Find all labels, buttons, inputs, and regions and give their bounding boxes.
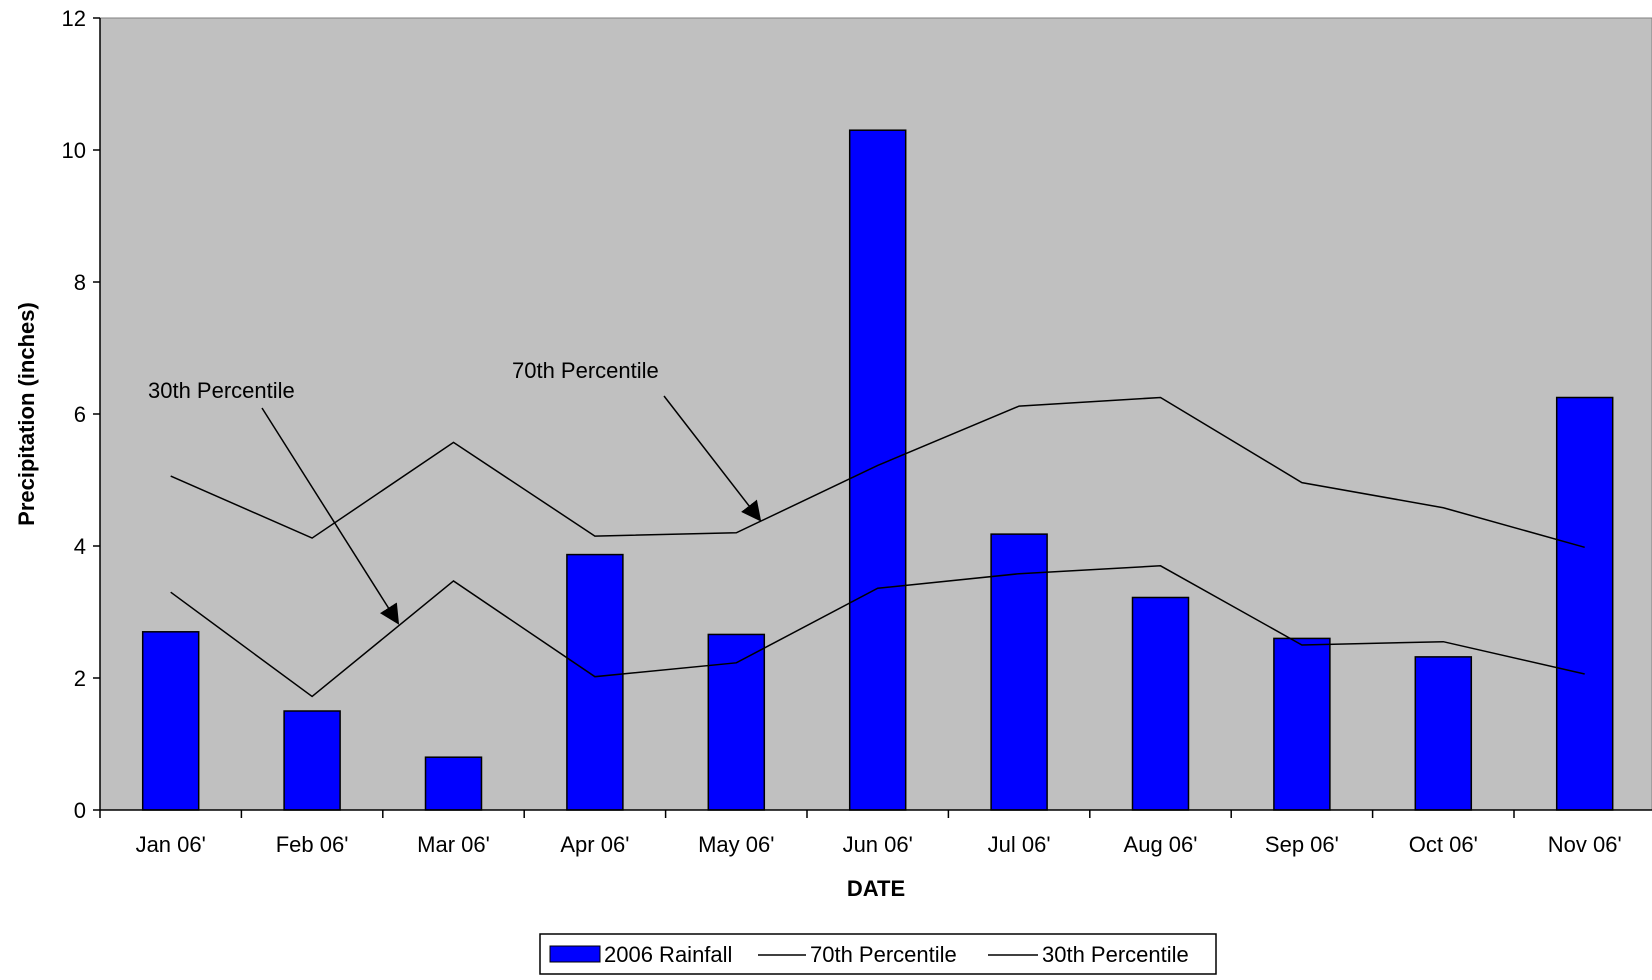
y-tick-label: 4 — [74, 534, 86, 559]
bar — [990, 533, 1048, 811]
y-tick-label: 12 — [62, 6, 86, 31]
annotation-arrow — [663, 395, 762, 522]
axes-layer: 0 2 4 6 8 10 12 Jan 06' Feb 06' Mar 06' Apr 06' May… — [62, 6, 1652, 857]
x-tick-label: Mar 06' — [417, 832, 490, 857]
bars-layer — [141, 129, 1614, 811]
line-30th-percentile — [170, 565, 1585, 698]
x-tick-label: May 06' — [698, 832, 774, 857]
bar — [848, 129, 907, 811]
legend-label-rainfall: 2006 Rainfall — [604, 942, 732, 967]
x-tick-label: Feb 06' — [276, 832, 349, 857]
line-70th-percentile — [170, 396, 1585, 549]
y-tick-label: 0 — [74, 798, 86, 823]
bar — [1414, 656, 1473, 811]
y-tick-label: 8 — [74, 270, 86, 295]
bar — [141, 631, 200, 811]
x-tick-label: Jun 06' — [843, 832, 913, 857]
annotations-layer: 30th Percentile 70th Percentile — [148, 358, 762, 625]
x-axis-title: DATE — [847, 876, 905, 901]
x-tick-label: Oct 06' — [1409, 832, 1478, 857]
y-axis-title: Precipitation (inches) — [14, 302, 39, 526]
bar — [566, 553, 624, 811]
bar — [707, 633, 766, 811]
lines-layer — [170, 396, 1585, 698]
legend-label-30th: 30th Percentile — [1042, 942, 1189, 967]
x-tick-label: Jan 06' — [136, 832, 206, 857]
y-tick-label: 2 — [74, 666, 86, 691]
annotation-arrow — [261, 407, 400, 625]
x-tick-label: Aug 06' — [1124, 832, 1198, 857]
legend: 2006 Rainfall 70th Percentile 30th Perce… — [539, 933, 1217, 975]
y-tick-label: 10 — [62, 138, 86, 163]
bar — [1273, 637, 1331, 811]
legend-box — [539, 933, 1217, 975]
legend-swatch-rainfall — [549, 945, 601, 963]
x-tick-label: Nov 06' — [1548, 832, 1622, 857]
bar — [1555, 396, 1614, 811]
annotation-70th-percentile: 70th Percentile — [512, 358, 659, 383]
bar — [1131, 596, 1190, 811]
x-tick-label: Jul 06' — [988, 832, 1051, 857]
x-tick-label: Apr 06' — [560, 832, 629, 857]
bar — [424, 756, 483, 811]
annotation-30th-percentile: 30th Percentile — [148, 378, 295, 403]
x-tick-label: Sep 06' — [1265, 832, 1339, 857]
y-tick-label: 6 — [74, 402, 86, 427]
legend-label-70th: 70th Percentile — [810, 942, 957, 967]
bar — [283, 710, 341, 811]
